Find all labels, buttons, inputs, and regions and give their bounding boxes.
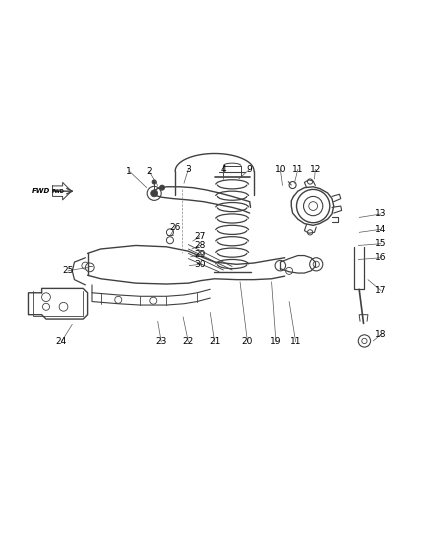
Circle shape <box>310 258 323 271</box>
Text: 12: 12 <box>310 165 321 174</box>
Text: 15: 15 <box>375 239 387 248</box>
Text: 10: 10 <box>275 165 286 174</box>
Circle shape <box>289 182 296 189</box>
Circle shape <box>166 237 173 244</box>
Text: 26: 26 <box>170 223 181 231</box>
Circle shape <box>85 263 94 272</box>
Text: 29: 29 <box>194 250 205 259</box>
Text: 20: 20 <box>242 337 253 346</box>
Text: 28: 28 <box>194 241 205 250</box>
Text: FWD: FWD <box>51 189 64 193</box>
Text: 1: 1 <box>126 166 132 175</box>
Text: 22: 22 <box>183 337 194 346</box>
Text: 21: 21 <box>209 337 220 346</box>
Circle shape <box>159 185 165 190</box>
Text: 23: 23 <box>155 337 167 346</box>
Text: 11: 11 <box>292 165 304 174</box>
Text: 17: 17 <box>375 286 387 295</box>
Circle shape <box>147 187 161 200</box>
Text: 30: 30 <box>194 260 205 269</box>
Text: 18: 18 <box>375 330 387 339</box>
Circle shape <box>166 229 173 236</box>
Text: 9: 9 <box>247 165 253 174</box>
Text: 27: 27 <box>194 232 205 241</box>
Text: 24: 24 <box>56 337 67 346</box>
Text: FWD: FWD <box>32 188 50 194</box>
Circle shape <box>275 260 286 271</box>
Circle shape <box>358 335 371 347</box>
Circle shape <box>297 189 330 223</box>
Text: 3: 3 <box>185 165 191 174</box>
Text: 16: 16 <box>375 253 387 262</box>
Text: 11: 11 <box>290 337 301 346</box>
Text: 2: 2 <box>146 166 152 175</box>
Text: 4: 4 <box>221 165 226 174</box>
Circle shape <box>152 180 156 184</box>
Text: 25: 25 <box>62 266 74 276</box>
Text: 13: 13 <box>375 209 387 219</box>
Text: 14: 14 <box>375 225 387 234</box>
Circle shape <box>151 190 158 197</box>
Text: 19: 19 <box>270 337 282 346</box>
